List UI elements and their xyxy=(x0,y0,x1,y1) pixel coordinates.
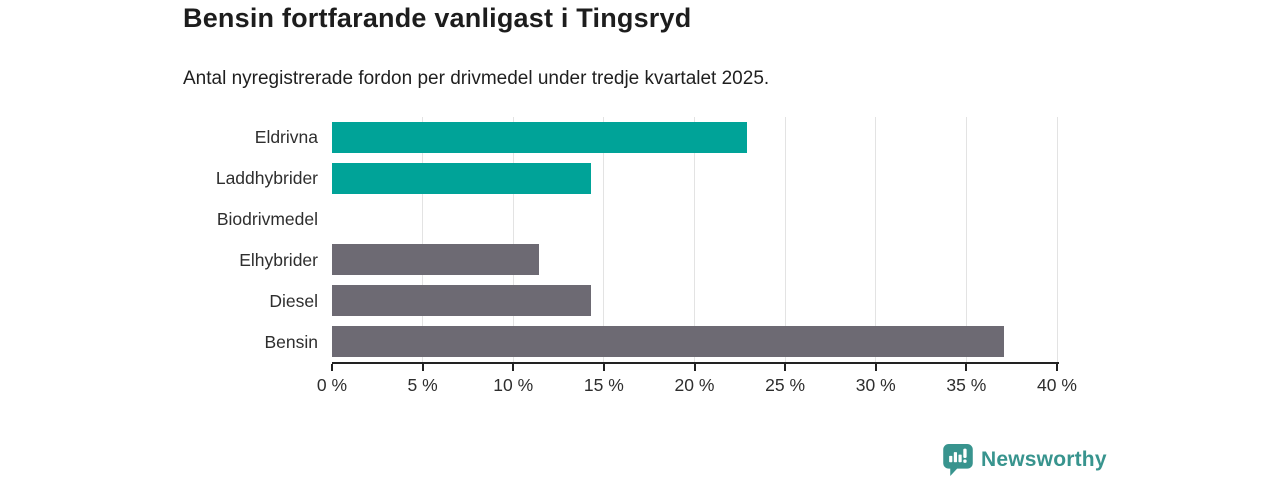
x-tick xyxy=(784,364,787,371)
gridline xyxy=(1056,117,1058,362)
gridline xyxy=(512,117,514,362)
x-tick xyxy=(421,364,424,371)
x-tick-label: 35 % xyxy=(946,375,987,395)
bar-eldrivna xyxy=(332,121,748,153)
bar-chart: Eldrivna Laddhybrider Biodrivmedel Elhybrid… xyxy=(0,117,1280,417)
x-tick-label: 40 % xyxy=(1037,375,1077,395)
x-tick-label: 5 % xyxy=(407,375,438,395)
x-tick-label: 0 % xyxy=(316,375,348,395)
chart-title: Bensin fortfarande vanligast i Tingsryd xyxy=(183,3,692,33)
x-tick xyxy=(331,364,333,371)
newsworthy-logo: Newsworthy xyxy=(943,444,1107,476)
x-tick-label: 15 % xyxy=(583,375,624,395)
category-label: Diesel xyxy=(269,290,318,311)
bar-elhybrider xyxy=(332,244,539,276)
gridline xyxy=(965,117,967,362)
chart-subtitle: Antal nyregistrerade fordon per drivmede… xyxy=(183,68,770,89)
gridline xyxy=(694,117,695,362)
category-label: Eldrivna xyxy=(254,127,318,148)
x-tick xyxy=(1056,364,1058,371)
x-axis-line xyxy=(332,362,1059,364)
bar-bensin xyxy=(332,326,1005,358)
x-tick xyxy=(965,364,968,371)
bar-diesel xyxy=(332,285,592,317)
x-tick-label: 20 % xyxy=(674,375,715,395)
gridline xyxy=(422,117,424,362)
category-label: Elhybrider xyxy=(239,249,318,270)
x-tick-label: 25 % xyxy=(765,375,806,395)
category-label: Laddhybrider xyxy=(215,168,318,189)
category-label: Biodrivmedel xyxy=(216,209,318,230)
newsworthy-icon xyxy=(943,444,973,476)
bar-laddhybrider xyxy=(332,162,592,194)
x-tick xyxy=(874,364,877,371)
gridline xyxy=(603,117,605,362)
newsworthy-wordmark: Newsworthy xyxy=(981,448,1107,471)
gridline xyxy=(784,117,786,362)
x-tick xyxy=(512,364,515,371)
x-tick xyxy=(693,364,696,371)
x-tick-label: 10 % xyxy=(493,375,534,395)
x-tick xyxy=(602,364,605,371)
x-tick-label: 30 % xyxy=(855,375,896,395)
category-label: Bensin xyxy=(264,331,318,352)
gridline xyxy=(875,117,877,362)
